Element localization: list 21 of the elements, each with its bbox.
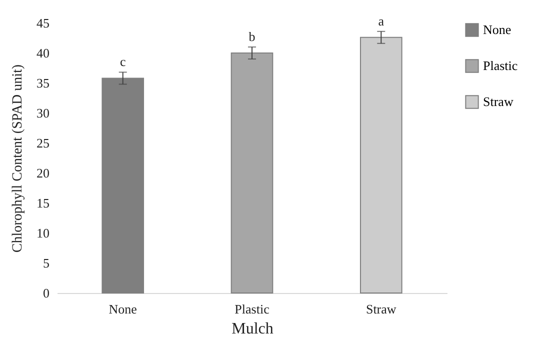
x-tick-label: Straw (366, 302, 397, 316)
legend-label: Plastic (483, 58, 518, 73)
x-tick-label: Plastic (234, 302, 270, 316)
legend-label: None (483, 22, 512, 37)
y-tick-label: 45 (36, 16, 50, 30)
y-tick-label: 10 (36, 226, 50, 240)
y-tick-label: 20 (36, 166, 50, 180)
y-tick-label: 25 (36, 136, 50, 150)
annotation: c (120, 54, 126, 70)
y-tick-label: 5 (43, 256, 50, 270)
y-tick-label: 40 (36, 46, 50, 60)
x-tick-label: None (108, 302, 138, 316)
annotation: a (378, 13, 384, 28)
y-tick-label: 0 (43, 286, 50, 300)
x-axis-title: Mulch (232, 320, 274, 338)
y-tick-label: 35 (36, 76, 50, 90)
legend-label: Straw (483, 94, 514, 109)
y-tick-label: 15 (36, 196, 50, 210)
annotation: b (248, 29, 256, 44)
y-axis-title: Chlorophyll Content (SPAD unit) (10, 64, 26, 253)
y-tick-label: 30 (36, 106, 50, 120)
